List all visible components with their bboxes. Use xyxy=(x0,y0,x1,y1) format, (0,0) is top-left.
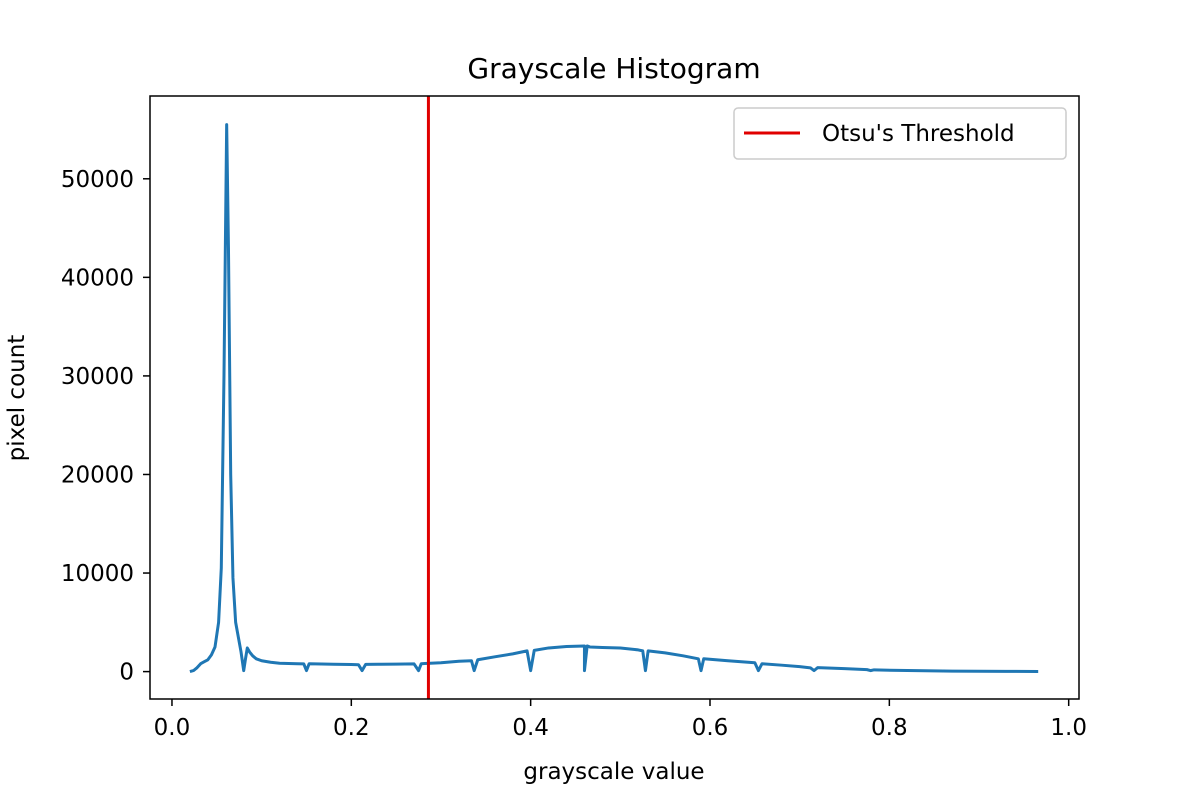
y-tick-label: 40000 xyxy=(61,265,134,291)
x-tick-label: 0.2 xyxy=(333,715,370,741)
histogram-line-0 xyxy=(189,123,1039,674)
y-tick-label: 20000 xyxy=(61,462,134,488)
x-tick-label: 0.6 xyxy=(692,715,729,741)
x-tick-label: 0.0 xyxy=(154,715,191,741)
x-tick-label: 0.8 xyxy=(871,715,908,741)
y-tick-label: 10000 xyxy=(61,561,134,587)
x-tick-label: 0.4 xyxy=(512,715,549,741)
legend-box xyxy=(733,107,1067,160)
y-axis-label: pixel count xyxy=(4,335,30,462)
y-tick-label: 50000 xyxy=(61,167,134,193)
plot-area xyxy=(189,96,1039,699)
y-axis: 0 10000 20000 30000 40000 50000 xyxy=(61,167,150,686)
legend: Otsu's Threshold xyxy=(733,107,1067,160)
plot-frame xyxy=(149,95,1080,700)
chart-title: Grayscale Histogram xyxy=(467,52,760,85)
x-tick-label: 1.0 xyxy=(1050,715,1087,741)
y-tick-label: 30000 xyxy=(61,364,134,390)
y-tick-label: 0 xyxy=(119,660,134,686)
x-axis: 0.0 0.2 0.4 0.6 0.8 1.0 xyxy=(154,699,1087,741)
x-axis-label: grayscale value xyxy=(523,759,704,785)
legend-entry-otsu-threshold: Otsu's Threshold xyxy=(822,121,1015,147)
